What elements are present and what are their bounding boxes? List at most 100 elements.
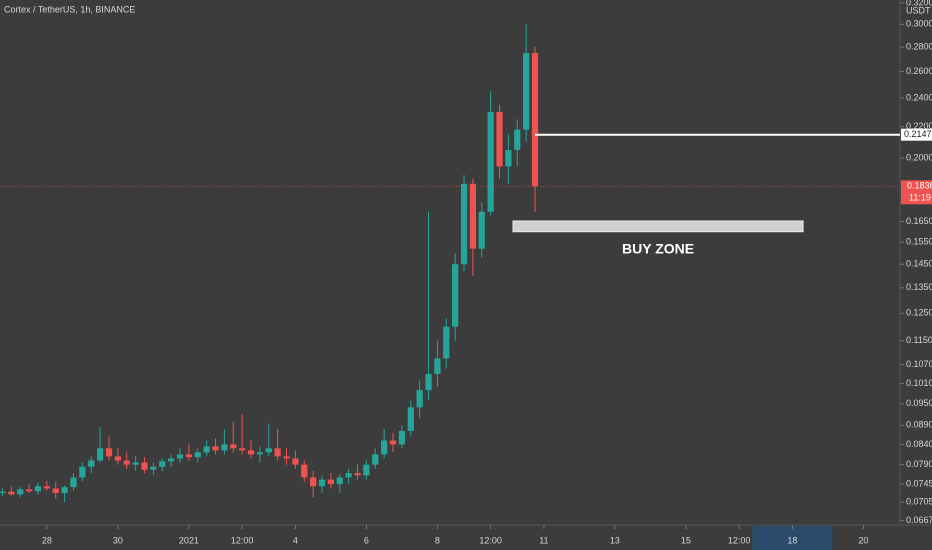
candle-body <box>79 466 86 478</box>
y-tick-label: 0.2800 <box>906 41 932 51</box>
candle-body <box>372 454 379 465</box>
candle-body <box>88 460 95 467</box>
candle-body <box>318 479 326 487</box>
candle-body <box>460 183 468 265</box>
candle-body <box>292 458 299 465</box>
y-tick-label: 0.1350 <box>906 282 932 292</box>
x-tick-label: 28 <box>42 535 52 545</box>
last-price-box <box>901 180 932 205</box>
candle-body <box>389 440 397 445</box>
candle-body <box>8 491 15 495</box>
candle-body <box>443 326 450 359</box>
x-tick-label: 4 <box>293 535 298 545</box>
x-tick-label: 15 <box>681 535 691 545</box>
candle-body <box>345 473 352 478</box>
x-tick-label: 12:00 <box>231 535 254 545</box>
candle-body <box>381 440 388 455</box>
level-label-box <box>901 128 932 141</box>
buy-zone-label: BUY ZONE <box>622 240 694 256</box>
candle-body <box>168 458 175 462</box>
candle-body <box>514 129 521 150</box>
y-tick-label: 0.0705 <box>906 497 932 507</box>
x-tick-label: 18 <box>787 535 797 545</box>
y-tick-label: 0.2000 <box>906 152 932 162</box>
candle-body <box>97 448 104 461</box>
candle-body <box>70 477 77 488</box>
candle-body <box>239 448 246 451</box>
candle-body <box>336 477 343 485</box>
candle-body <box>194 452 201 458</box>
x-tick-label: 12:00 <box>479 535 502 545</box>
x-tick-label: 12:00 <box>728 535 751 545</box>
x-tick-label: 13 <box>610 535 620 545</box>
candle-body <box>247 450 255 455</box>
y-tick-label: 0.2400 <box>906 92 932 102</box>
candle-body <box>505 149 512 167</box>
y-tick-label: 0.2600 <box>906 66 932 76</box>
candle-body <box>283 456 290 459</box>
candle-body <box>452 264 459 327</box>
candle-body <box>212 446 219 451</box>
candle-body <box>274 448 281 457</box>
y-tick-label: 0.1250 <box>906 308 932 318</box>
x-tick-label: 30 <box>113 535 123 545</box>
candle-body <box>398 430 405 445</box>
y-tick-label: 0.3200 <box>906 0 932 7</box>
y-tick-label: 0.0950 <box>906 398 932 408</box>
candle-body <box>159 461 166 467</box>
candle-body <box>34 486 42 492</box>
y-tick-label: 0.1070 <box>906 359 932 369</box>
buy-zone <box>512 220 804 233</box>
candle-body <box>17 489 24 495</box>
candle-body <box>407 407 414 431</box>
y-tick-label: 0.0790 <box>906 459 932 469</box>
candle-body <box>230 444 237 449</box>
x-tick-label: 11 <box>539 535 548 545</box>
candle-body <box>256 452 263 455</box>
x-tick-highlight <box>752 526 833 550</box>
chart-title: Cortex / TetherUS, 1h, BINANCE <box>4 4 135 14</box>
candle-body <box>221 444 228 451</box>
candle-body <box>487 111 494 212</box>
y-tick-label: 0.1450 <box>906 259 932 269</box>
x-tick-label: 2021 <box>179 535 199 545</box>
candle-body <box>496 111 503 167</box>
candle-body <box>469 183 477 249</box>
y-tick-label: 0.0745 <box>906 478 932 488</box>
candle-body <box>523 52 530 130</box>
candle-body <box>434 358 441 374</box>
candle-body <box>114 456 121 461</box>
candle-body <box>327 479 334 485</box>
candle-body <box>43 486 50 489</box>
axis-unit: USDT <box>906 5 931 15</box>
candle-body <box>310 477 317 487</box>
y-tick-label: 0.1010 <box>906 378 932 388</box>
candle-body <box>265 448 272 453</box>
candle-body <box>105 448 113 457</box>
candle-body <box>141 462 148 470</box>
candle-body <box>354 473 361 476</box>
y-tick-label: 0.3000 <box>906 19 932 29</box>
candle-body <box>26 489 33 492</box>
y-tick-label: 0.0840 <box>906 439 932 449</box>
candle-body <box>425 373 432 391</box>
candle-body <box>132 462 139 465</box>
y-tick-label: 0.0667 <box>906 515 932 525</box>
candle-body <box>478 211 485 249</box>
candle-body <box>123 460 130 465</box>
level-label: 0.2147 <box>904 129 932 139</box>
candle-body <box>416 390 423 408</box>
x-tick-label: 20 <box>858 535 868 545</box>
candle-body <box>301 464 308 478</box>
countdown-label: 11:19 <box>909 193 931 203</box>
y-tick-label: 0.1150 <box>906 335 932 345</box>
candle-body <box>176 454 184 459</box>
candle-body <box>150 466 157 470</box>
y-tick-label: 0.1650 <box>906 216 932 226</box>
candle-body <box>185 454 192 458</box>
candle-body <box>531 52 539 187</box>
candle-body <box>52 488 59 493</box>
candle-body <box>203 446 210 453</box>
